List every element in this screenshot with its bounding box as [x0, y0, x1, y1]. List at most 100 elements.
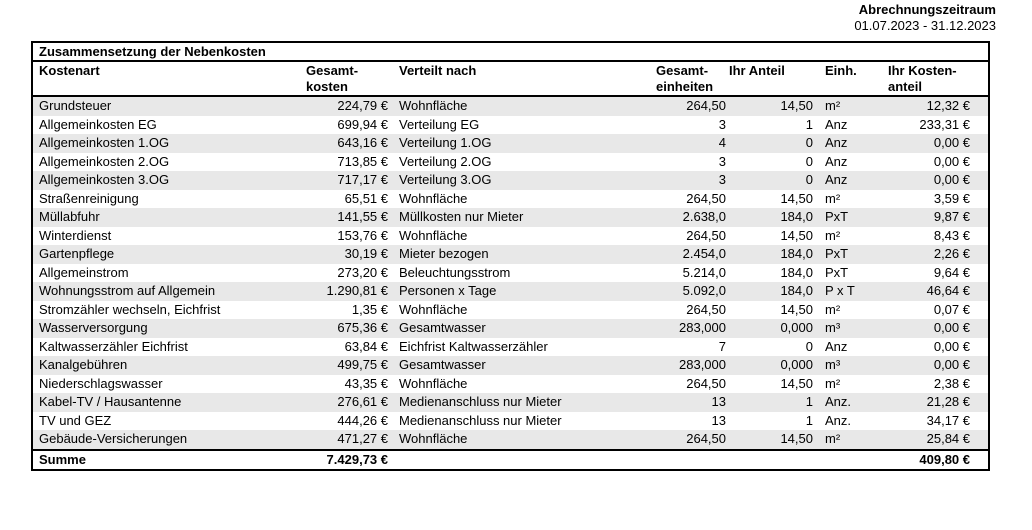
table-row: Grundsteuer 224,79 € Wohnfläche 264,50 14,50… [33, 96, 988, 116]
col-header-line: Gesamt- [306, 63, 359, 78]
cell-ihr-kostenanteil: 0,00 € [933, 172, 970, 187]
table-body: Grundsteuer 224,79 € Wohnfläche 264,50 14,50… [33, 96, 988, 450]
cell-gesamt-einheiten: 2.454,0 [682, 246, 726, 261]
cell-ihr-kostenanteil: 8,43 € [933, 227, 970, 243]
cell-gesamtkosten: 717,17 € [337, 172, 388, 187]
cell-ihr-kostenanteil: 0,00 € [933, 153, 970, 169]
cell-kostenart: Gartenpflege [39, 246, 115, 261]
cell-ihr-anteil: 14,50 [780, 301, 813, 317]
cell-ihr-anteil: 14,50 [780, 227, 813, 243]
cell-kostenart: Niederschlagswasser [39, 375, 163, 391]
cell-verteilt-nach: Mieter bezogen [399, 246, 489, 261]
cell-einheit: Anz [825, 172, 848, 187]
table-row: Kanalgebühren 499,75 € Gesamtwasser 283,000… [33, 356, 988, 375]
cell-ihr-kostenanteil: 2,38 € [933, 375, 970, 391]
cell-gesamtkosten: 1.290,81 € [326, 283, 388, 298]
cell-kostenart: Allgemeinkosten 2.OG [39, 153, 170, 169]
cell-gesamtkosten: 273,20 € [337, 264, 388, 280]
summe-kostenanteil: 409,80 € [883, 448, 988, 469]
cell-einheit: m² [825, 227, 841, 243]
cell-gesamtkosten: 499,75 € [337, 357, 388, 372]
nebenkosten-table: Kostenart Gesamt- kosten Verteilt nach G… [33, 62, 988, 469]
cell-gesamt-einheiten: 264,50 [686, 301, 726, 317]
table-section-title: Zusammensetzung der Nebenkosten [33, 43, 988, 62]
cell-kostenart: TV und GEZ [39, 412, 112, 428]
cell-gesamt-einheiten: 4 [718, 135, 726, 150]
cell-ihr-anteil: 14,50 [780, 190, 813, 206]
cell-ihr-kostenanteil: 12,32 € [926, 98, 970, 113]
cell-gesamtkosten: 43,35 € [344, 375, 388, 391]
cell-gesamtkosten: 63,84 € [344, 338, 388, 354]
cell-einheit: m³ [825, 320, 841, 335]
cell-ihr-kostenanteil: 2,26 € [933, 246, 970, 261]
cell-ihr-kostenanteil: 21,28 € [926, 394, 970, 409]
summe-empty-cell [653, 448, 729, 469]
table-header-row: Kostenart Gesamt- kosten Verteilt nach G… [33, 62, 988, 97]
cell-gesamt-einheiten: 5.092,0 [682, 283, 726, 298]
col-header-line: Ihr Anteil [729, 63, 785, 78]
cell-ihr-kostenanteil: 3,59 € [933, 190, 970, 206]
cell-ihr-anteil: 0 [805, 135, 813, 150]
cell-ihr-kostenanteil: 46,64 € [926, 283, 970, 298]
table-row: Allgemeinstrom 273,20 € Beleuchtungsstrom 5… [33, 264, 988, 283]
table-row: Allgemeinkosten 2.OG 713,85 € Verteilung 2… [33, 153, 988, 172]
col-header-verteilt-nach: Verteilt nach [392, 62, 653, 97]
col-header-ihr-kostenanteil: Ihr Kosten- anteil [883, 62, 988, 97]
cell-kostenart: Allgemeinstrom [39, 264, 129, 280]
cell-ihr-kostenanteil: 0,07 € [933, 301, 970, 317]
cell-einheit: Anz [825, 338, 848, 354]
cell-ihr-anteil: 184,0 [780, 264, 813, 280]
cell-einheit: PxT [825, 264, 849, 280]
cell-gesamt-einheiten: 13 [711, 394, 726, 409]
cell-einheit: m² [825, 375, 841, 391]
nebenkosten-table-box: Zusammensetzung der Nebenkosten Kostenar… [31, 41, 990, 471]
cell-ihr-kostenanteil: 9,64 € [933, 264, 970, 280]
cell-kostenart: Allgemeinkosten EG [39, 116, 157, 132]
cell-gesamt-einheiten: 7 [718, 338, 726, 354]
cell-ihr-anteil: 14,50 [780, 375, 813, 391]
col-header-kostenart: Kostenart [33, 62, 298, 97]
col-header-line: anteil [888, 79, 922, 94]
cell-gesamt-einheiten: 264,50 [686, 227, 726, 243]
cell-verteilt-nach: Wohnfläche [399, 98, 468, 113]
table-row: Allgemeinkosten EG 699,94 € Verteilung EG 3… [33, 116, 988, 135]
cell-ihr-anteil: 1 [805, 394, 813, 409]
cell-gesamt-einheiten: 13 [711, 412, 726, 428]
col-header-line: Verteilt nach [399, 63, 477, 78]
cell-ihr-kostenanteil: 34,17 € [926, 412, 970, 428]
cell-ihr-anteil: 0,000 [780, 357, 813, 372]
cell-ihr-anteil: 0 [805, 153, 813, 169]
summe-row: Summe 7.429,73 € 409,80 € [33, 448, 988, 469]
summe-label: Summe [33, 448, 298, 469]
table-row: Wasserversorgung 675,36 € Gesamtwasser 283,… [33, 319, 988, 338]
cell-ihr-kostenanteil: 0,00 € [933, 135, 970, 150]
table-row: TV und GEZ 444,26 € Medienanschluss nur Mi… [33, 412, 988, 431]
summe-empty-cell [392, 448, 653, 469]
cell-ihr-anteil: 0 [805, 172, 813, 187]
col-header-gesamtkosten: Gesamt- kosten [298, 62, 392, 97]
cell-gesamtkosten: 153,76 € [337, 227, 388, 243]
cell-kostenart: Müllabfuhr [39, 209, 100, 224]
table-row: Wohnungsstrom auf Allgemein 1.290,81 € Per… [33, 282, 988, 301]
cell-einheit: m² [825, 190, 841, 206]
cell-verteilt-nach: Wohnfläche [399, 190, 468, 206]
cell-einheit: Anz [825, 153, 848, 169]
cell-einheit: Anz [825, 135, 848, 150]
cell-kostenart: Kaltwasserzähler Eichfrist [39, 338, 188, 354]
cell-ihr-anteil: 0,000 [780, 320, 813, 335]
cell-einheit: m² [825, 98, 841, 113]
cell-gesamt-einheiten: 283,000 [679, 320, 726, 335]
cell-ihr-anteil: 0 [805, 338, 813, 354]
table-row: Müllabfuhr 141,55 € Müllkosten nur Mieter 2… [33, 208, 988, 227]
cell-verteilt-nach: Verteilung EG [399, 116, 480, 132]
cell-einheit: m³ [825, 357, 841, 372]
col-header-einheit: Einh. [817, 62, 883, 97]
cell-kostenart: Kanalgebühren [39, 357, 128, 372]
cell-gesamtkosten: 65,51 € [344, 190, 388, 206]
col-header-line: Ihr Kosten- [888, 63, 957, 78]
cell-gesamt-einheiten: 3 [718, 116, 726, 132]
cell-gesamtkosten: 713,85 € [337, 153, 388, 169]
table-row: Kaltwasserzähler Eichfrist 63,84 € Eichfri… [33, 338, 988, 357]
cell-kostenart: Allgemeinkosten 1.OG [39, 135, 170, 150]
